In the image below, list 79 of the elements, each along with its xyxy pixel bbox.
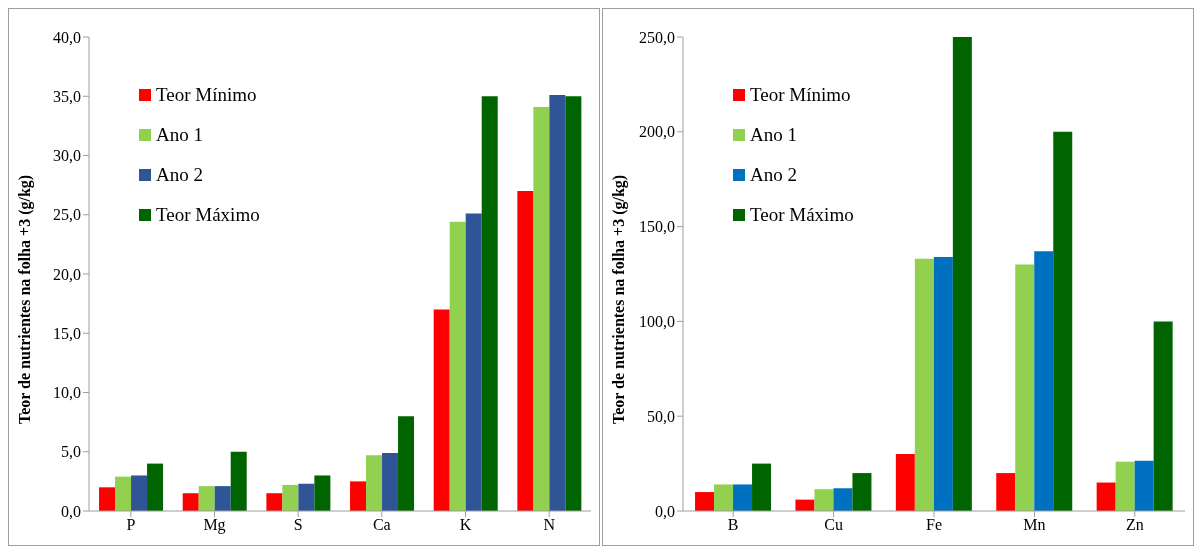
bar (733, 484, 753, 511)
y-tick-label: 25,0 (53, 206, 81, 224)
bar (714, 484, 734, 511)
bar (115, 476, 132, 511)
bar (266, 493, 283, 511)
bar (298, 483, 315, 511)
bar (1096, 482, 1116, 511)
bar (214, 486, 231, 511)
y-tick-label: 100,0 (639, 313, 675, 331)
bar (752, 463, 772, 511)
bar (852, 473, 872, 511)
bar (350, 481, 367, 511)
bar (695, 492, 715, 511)
bar (914, 258, 934, 511)
y-tick-label: 20,0 (53, 265, 81, 283)
bar (99, 487, 116, 511)
bar (565, 96, 582, 511)
bar (1053, 131, 1073, 511)
y-tick-label: 0,0 (61, 502, 81, 520)
legend-label: Ano 1 (156, 124, 203, 146)
x-tick-label: N (543, 516, 556, 534)
bar (314, 475, 331, 511)
legend-label: Teor Máximo (750, 204, 854, 226)
bar (549, 95, 566, 511)
bar (449, 221, 466, 511)
x-tick-label: Mg (203, 516, 226, 535)
bar (398, 416, 415, 511)
x-tick-label: P (126, 516, 136, 534)
bar (933, 256, 953, 511)
legend-label: Ano 1 (750, 124, 797, 146)
y-axis-title: Teor de nutrientes na folha +3 (g/kg) (609, 174, 628, 424)
x-tick-label: Fe (926, 516, 942, 534)
x-tick-label: Ca (372, 516, 391, 534)
bar (833, 488, 853, 511)
bar (230, 451, 247, 511)
bar (996, 473, 1016, 511)
y-tick-label: 50,0 (647, 407, 675, 425)
y-tick-label: 10,0 (53, 384, 81, 402)
bar (1153, 321, 1173, 511)
bar (282, 484, 299, 511)
bar (481, 96, 498, 511)
x-tick-label: K (459, 516, 472, 534)
bar (1015, 264, 1035, 511)
y-tick-label: 40,0 (53, 28, 81, 46)
bar (814, 489, 834, 511)
legend-label: Ano 2 (156, 164, 203, 186)
y-tick-label: 30,0 (53, 147, 81, 165)
y-axis-title: Teor de nutrientes na folha +3 (g/kg) (15, 174, 34, 424)
y-tick-label: 0,0 (655, 502, 675, 520)
x-tick-label: B (727, 516, 739, 534)
bar (382, 452, 399, 511)
legend-label: Teor Máximo (156, 204, 260, 226)
bar (1115, 461, 1135, 511)
legend-label: Ano 2 (750, 164, 797, 186)
bar (366, 455, 383, 511)
bar (147, 463, 164, 511)
bar (182, 493, 199, 511)
x-tick-label: Zn (1125, 516, 1144, 534)
bar (952, 37, 972, 511)
y-tick-label: 35,0 (53, 87, 81, 105)
bar (1134, 460, 1154, 511)
y-tick-label: 15,0 (53, 324, 81, 342)
x-tick-label: S (293, 516, 303, 534)
legend-label: Teor Mínimo (156, 84, 257, 106)
y-tick-label: 5,0 (61, 443, 81, 461)
bar (198, 486, 215, 511)
y-tick-label: 150,0 (639, 218, 675, 236)
bar (131, 475, 148, 511)
bar (465, 213, 482, 511)
bar (433, 309, 450, 511)
bar (895, 454, 915, 511)
x-tick-label: Mn (1023, 516, 1046, 534)
y-tick-label: 200,0 (639, 123, 675, 141)
bar (533, 106, 550, 511)
bar (1034, 251, 1054, 511)
y-tick-label: 250,0 (639, 28, 675, 46)
bar (517, 191, 534, 511)
legend-label: Teor Mínimo (750, 84, 851, 106)
x-tick-label: Cu (824, 516, 843, 534)
